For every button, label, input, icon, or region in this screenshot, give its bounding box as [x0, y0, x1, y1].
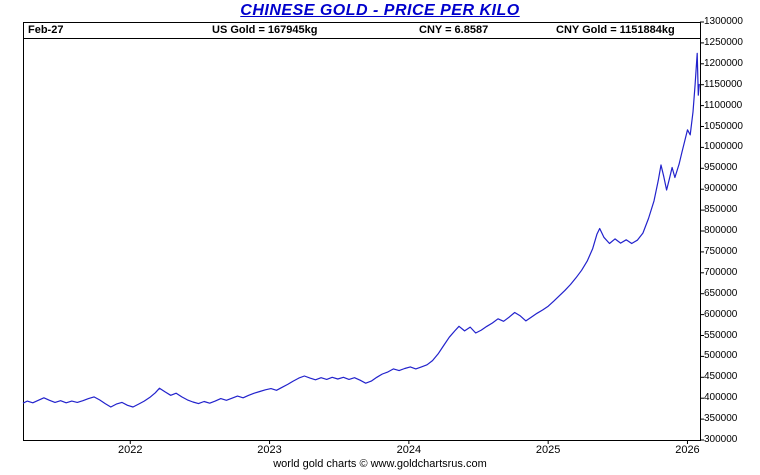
cny-gold-value-label: CNY Gold = 1151884kg	[556, 24, 675, 36]
y-axis-tick-label: 350000	[704, 413, 738, 425]
y-axis-tick-label: 1000000	[704, 141, 743, 153]
y-axis-tick-label: 500000	[704, 350, 738, 362]
y-axis-tick-label: 650000	[704, 287, 738, 299]
y-axis-tick-label: 1150000	[704, 78, 743, 90]
chart-title: CHINESE GOLD - PRICE PER KILO	[240, 2, 520, 19]
y-axis-tick-label: 1300000	[704, 16, 743, 27]
y-axis-tick-label: 800000	[704, 225, 738, 236]
y-axis-tick-label: 300000	[704, 434, 738, 445]
y-axis-tick-label: 550000	[704, 329, 738, 341]
gold-price-line	[22, 52, 700, 408]
y-axis-tick-label: 700000	[704, 266, 738, 278]
y-axis-tick-label: 600000	[704, 308, 738, 320]
y-axis-tick-label: 750000	[704, 245, 738, 257]
us-gold-value-label: US Gold = 167945kg	[212, 24, 318, 36]
x-axis-tick-label: 2023	[257, 444, 282, 456]
x-axis-tick-label: 2024	[396, 444, 422, 456]
cny-rate-label: CNY = 6.8587	[419, 24, 489, 36]
y-axis-tick-label: 850000	[704, 204, 738, 216]
y-axis-tick-label: 950000	[704, 162, 738, 174]
y-axis-tick-label: 1050000	[704, 120, 743, 132]
axis-tick-marks	[129, 21, 704, 444]
footer-caption: world gold charts © www.goldchartsrus.co…	[273, 458, 487, 470]
x-axis-tick-label: 2022	[118, 444, 143, 456]
y-axis-tick-label: 1100000	[704, 99, 743, 111]
plot-border	[23, 22, 701, 441]
y-axis-tick-label: 1200000	[704, 57, 743, 69]
x-axis-tick-label: 2026	[675, 444, 700, 456]
y-axis-tick-label: 900000	[704, 183, 738, 195]
x-axis-tick-label: 2025	[535, 444, 561, 456]
y-axis-tick-label: 400000	[704, 392, 738, 404]
y-axis-tick-label: 450000	[704, 371, 738, 383]
y-axis-tick-label: 1250000	[704, 36, 743, 48]
last-date-label: Feb-27	[28, 24, 64, 36]
